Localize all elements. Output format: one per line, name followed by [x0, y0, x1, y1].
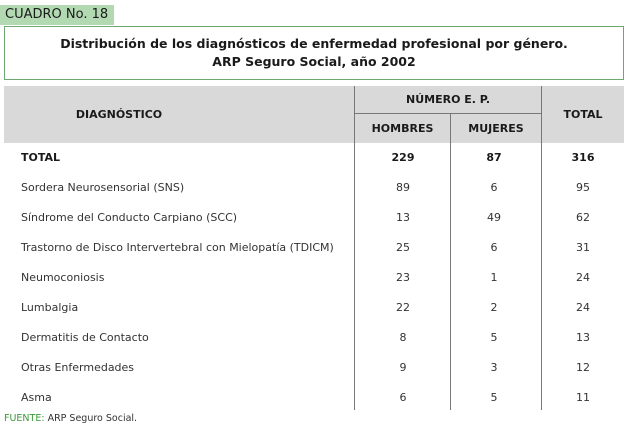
- header-divider: [450, 114, 451, 143]
- table-row: Síndrome del Conducto Carpiano (SCC) 13 …: [4, 203, 624, 233]
- source-text: ARP Seguro Social.: [47, 413, 138, 424]
- total-hombres: 229: [391, 151, 415, 164]
- row-hombres: 23: [396, 271, 410, 284]
- header-hombres: HOMBRES: [371, 122, 434, 135]
- table-row: Sordera Neurosensorial (SNS) 89 6 95: [4, 173, 624, 203]
- source-note: FUENTE: ARP Seguro Social.: [4, 413, 137, 424]
- row-hombres: 89: [396, 181, 410, 194]
- total-mujeres: 87: [486, 151, 502, 164]
- row-mujeres: 6: [490, 181, 498, 194]
- data-table: DIAGNÓSTICO NÚMERO E. P. HOMBRES MUJERES…: [4, 86, 624, 410]
- row-hombres: 13: [396, 211, 410, 224]
- header-divider: [541, 86, 542, 143]
- row-diagnostico: Síndrome del Conducto Carpiano (SCC): [21, 211, 238, 224]
- table-header: [4, 86, 624, 143]
- source-label: FUENTE:: [4, 413, 45, 424]
- header-diagnostico: DIAGNÓSTICO: [75, 108, 163, 121]
- row-total: 12: [576, 361, 590, 374]
- row-diagnostico: Otras Enfermedades: [21, 361, 135, 374]
- header-subdivider: [354, 113, 542, 114]
- row-mujeres: 5: [490, 331, 498, 344]
- table-number-label: CUADRO No. 18: [0, 5, 115, 25]
- row-diagnostico: Lumbalgia: [21, 301, 79, 314]
- row-mujeres: 1: [490, 271, 498, 284]
- row-hombres: 22: [396, 301, 410, 314]
- table-row: Trastorno de Disco Intervertebral con Mi…: [4, 233, 624, 263]
- total-total: 316: [571, 151, 595, 164]
- row-mujeres: 49: [487, 211, 501, 224]
- column-divider: [541, 143, 542, 410]
- row-total: 24: [576, 271, 590, 284]
- row-hombres: 8: [399, 331, 407, 344]
- header-divider: [354, 86, 355, 143]
- row-mujeres: 3: [490, 361, 498, 374]
- row-diagnostico: Sordera Neurosensorial (SNS): [21, 181, 185, 194]
- row-total: 11: [576, 391, 590, 404]
- row-diagnostico: Trastorno de Disco Intervertebral con Mi…: [21, 241, 334, 254]
- row-mujeres: 2: [490, 301, 498, 314]
- column-divider: [450, 143, 451, 410]
- row-total: 62: [576, 211, 590, 224]
- row-diagnostico: Neumoconiosis: [21, 271, 105, 284]
- title-box: Distribución de los diagnósticos de enfe…: [4, 26, 624, 80]
- row-mujeres: 6: [490, 241, 498, 254]
- table-row: Neumoconiosis 23 1 24: [4, 263, 624, 293]
- header-numero-ep: NÚMERO E. P.: [406, 93, 490, 106]
- column-divider: [354, 143, 355, 410]
- row-total: 95: [576, 181, 590, 194]
- table-row: Dermatitis de Contacto 8 5 13: [4, 323, 624, 353]
- header-total: TOTAL: [563, 108, 603, 121]
- table-row: Lumbalgia 22 2 24: [4, 293, 624, 323]
- row-total: 13: [576, 331, 590, 344]
- table-row: Otras Enfermedades 9 3 12: [4, 353, 624, 383]
- title-line-1: Distribución de los diagnósticos de enfe…: [60, 36, 568, 51]
- total-label: TOTAL: [21, 151, 61, 164]
- row-mujeres: 5: [490, 391, 498, 404]
- row-hombres: 25: [396, 241, 410, 254]
- header-mujeres: MUJERES: [468, 122, 524, 135]
- row-diagnostico: Dermatitis de Contacto: [21, 331, 149, 344]
- total-row: TOTAL 229 87 316: [4, 143, 624, 173]
- row-total: 24: [576, 301, 590, 314]
- row-total: 31: [576, 241, 590, 254]
- row-hombres: 9: [399, 361, 407, 374]
- table-row: Asma 6 5 11: [4, 383, 624, 410]
- title-line-2: ARP Seguro Social, año 2002: [212, 54, 416, 69]
- row-diagnostico: Asma: [21, 391, 52, 404]
- row-hombres: 6: [399, 391, 407, 404]
